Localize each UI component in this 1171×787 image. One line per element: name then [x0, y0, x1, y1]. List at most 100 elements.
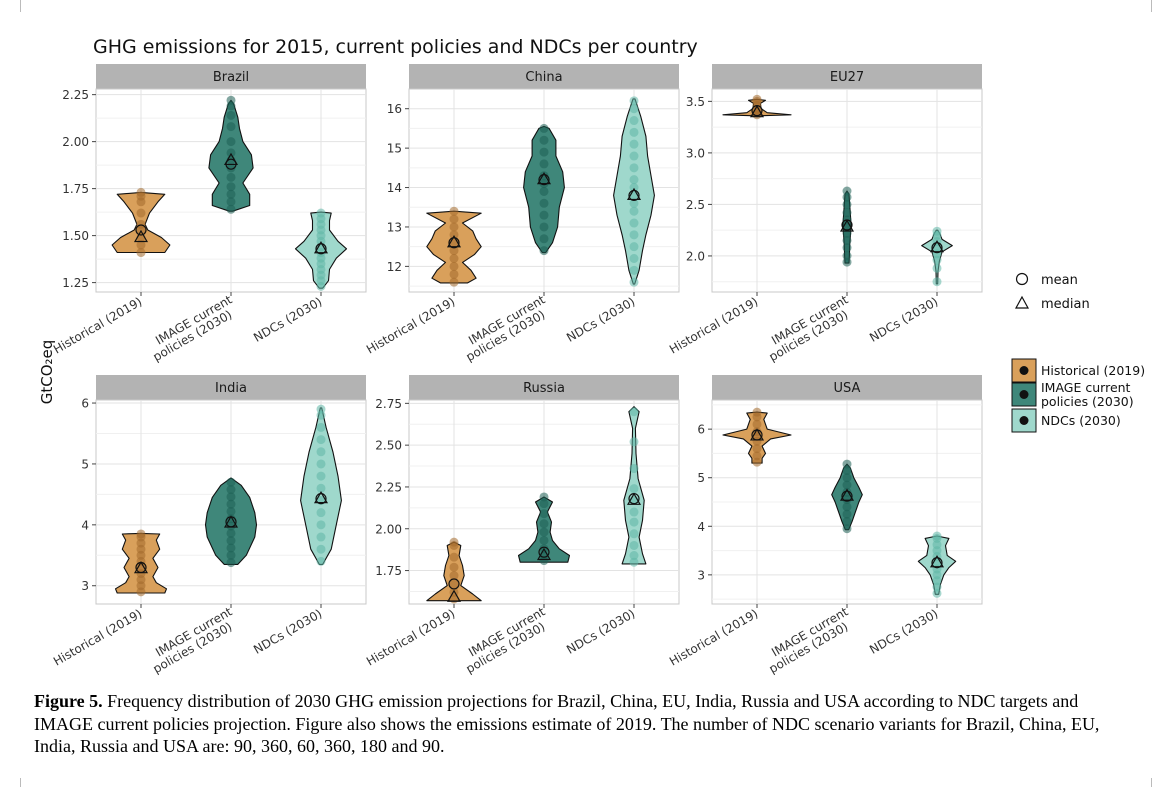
data-point [316, 459, 326, 469]
data-point [842, 459, 852, 469]
legend-median-symbol [1014, 295, 1030, 309]
data-point [316, 471, 326, 481]
median-marker [929, 239, 945, 253]
median-marker [839, 488, 855, 501]
data-point [449, 253, 459, 263]
median-marker [536, 547, 552, 561]
data-point [629, 127, 639, 137]
data-point [539, 234, 549, 244]
data-point [932, 277, 942, 287]
data-point [629, 163, 639, 173]
data-point [136, 248, 146, 258]
data-point [842, 235, 852, 245]
data-point [316, 483, 326, 493]
page-rule-right-bottom [1151, 778, 1152, 787]
mean-marker [135, 224, 147, 236]
median-marker [536, 171, 552, 185]
data-point [226, 122, 236, 132]
data-point [226, 543, 236, 553]
data-point [932, 531, 942, 541]
facet-strip [409, 375, 679, 400]
mean-marker [841, 490, 853, 502]
data-point [752, 94, 762, 104]
data-point [449, 206, 459, 216]
data-point [539, 147, 549, 157]
data-point [539, 198, 549, 208]
data-point [136, 187, 146, 197]
data-point [449, 571, 459, 581]
legend-median-label: median [1041, 297, 1090, 312]
facet-strip-label: Russia [523, 381, 565, 396]
data-point [842, 208, 852, 218]
y-tick-label: 4 [81, 518, 89, 532]
median-marker [223, 152, 239, 166]
data-point [226, 506, 236, 516]
data-point [226, 95, 236, 105]
facet-strip-label: China [525, 70, 562, 85]
y-tick-label: 1.50 [62, 229, 89, 243]
data-point [449, 537, 459, 547]
y-tick-label: 2.50 [375, 439, 402, 453]
y-tick-label: 5 [81, 457, 89, 471]
caption-text: Frequency distribution of 2030 GHG emiss… [34, 691, 1100, 756]
data-point [226, 521, 236, 531]
data-point [539, 492, 549, 502]
data-point [629, 198, 639, 208]
y-tick-label: 2.00 [375, 522, 402, 536]
data-point [629, 104, 639, 114]
data-point [449, 214, 459, 224]
data-point [539, 222, 549, 232]
data-point [449, 246, 459, 256]
data-point [316, 556, 326, 566]
data-point [752, 444, 762, 454]
data-point [752, 451, 762, 461]
data-point [226, 528, 236, 538]
data-point [226, 137, 236, 147]
y-tick-label: 15 [387, 142, 402, 156]
mean-marker [315, 493, 327, 505]
legend-mean-label: mean [1041, 273, 1078, 288]
facet-strip-label: USA [834, 381, 861, 396]
data-point [842, 473, 852, 483]
data-point [842, 186, 852, 196]
data-point [932, 588, 942, 598]
median-marker [626, 187, 642, 201]
data-point [226, 189, 236, 199]
mean-marker [538, 546, 550, 558]
facet-strip-label: EU27 [830, 70, 864, 85]
page-rule-left-top [20, 0, 21, 12]
y-tick-label: 3 [81, 579, 89, 593]
data-point [752, 419, 762, 429]
data-point [449, 579, 459, 589]
median-marker [929, 555, 945, 568]
figure-caption: Figure 5. Frequency distribution of 2030… [34, 690, 1124, 758]
median-marker [223, 515, 239, 528]
y-tick-label: 3 [697, 568, 705, 582]
data-point [316, 520, 326, 530]
y-tick-label: 2.75 [375, 397, 402, 411]
data-point [629, 484, 639, 494]
data-point [316, 447, 326, 457]
mean-marker [448, 578, 460, 590]
median-marker [313, 490, 329, 504]
median-marker [133, 229, 149, 243]
data-point [842, 192, 852, 202]
facet-strip [712, 64, 982, 89]
y-tick-label: 3.0 [686, 146, 705, 160]
page-rule-right-top [1151, 0, 1152, 12]
data-point [539, 159, 549, 169]
y-tick-label: 2.25 [375, 480, 402, 494]
facet-strip [409, 64, 679, 89]
data-point [932, 255, 942, 265]
data-point [629, 96, 639, 106]
y-tick-label: 1.25 [62, 276, 89, 290]
data-point [226, 197, 236, 207]
mean-marker [315, 243, 327, 255]
data-point [316, 422, 326, 432]
data-point [842, 465, 852, 475]
data-point [226, 536, 236, 546]
data-point [629, 230, 639, 240]
y-tick-label: 16 [387, 102, 402, 116]
data-point [449, 269, 459, 279]
